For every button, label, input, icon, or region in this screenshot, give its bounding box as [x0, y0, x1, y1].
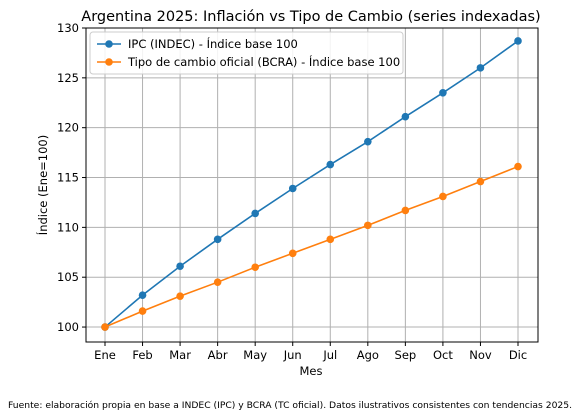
x-tick-label: Feb [132, 348, 152, 362]
x-tick-label: Ene [94, 348, 116, 362]
data-point [176, 262, 184, 271]
data-point [514, 162, 522, 171]
y-tick-label: 100 [57, 320, 79, 334]
x-tick-label: Ago [357, 348, 379, 362]
data-point [251, 263, 259, 272]
legend-entry: IPC (INDEC) - Índice base 100 [128, 36, 298, 51]
x-tick-label: May [243, 348, 267, 362]
x-tick-label: Sep [395, 348, 417, 362]
legend: IPC (INDEC) - Índice base 100 Tipo de cam… [89, 31, 404, 75]
legend-entry: Tipo de cambio oficial (BCRA) - Índice b… [127, 54, 400, 69]
data-point [401, 112, 410, 121]
series-layer [101, 37, 522, 331]
y-tick-label: 125 [57, 71, 79, 85]
series-line-0 [104, 40, 519, 328]
x-tick-label: Abr [208, 348, 228, 362]
x-axis-ticks: Ene Feb Mar Abr May Jun Jul Ago Sep Oct Nov Dic [94, 342, 527, 362]
data-point [401, 206, 410, 215]
y-axis-label: Índice (Ene=100) [35, 135, 50, 235]
y-tick-label: 120 [57, 121, 79, 135]
x-axis-label: Mes [300, 364, 323, 378]
data-point [138, 291, 147, 299]
data-point [138, 307, 147, 315]
data-point [476, 64, 485, 72]
x-tick-label: Nov [469, 348, 492, 362]
x-tick-label: Dic [509, 348, 527, 362]
data-point [476, 177, 485, 186]
grid-lines [86, 27, 538, 342]
data-point [251, 209, 259, 218]
x-tick-label: Jun [283, 348, 302, 362]
data-point [364, 137, 372, 146]
data-point [514, 37, 522, 45]
data-point [176, 292, 184, 300]
legend-swatch-marker [105, 58, 113, 66]
data-point [213, 235, 222, 244]
plot-frame [85, 27, 539, 343]
y-tick-label: 115 [57, 171, 79, 185]
data-point [101, 323, 109, 331]
legend-swatch-marker [105, 40, 113, 48]
y-axis-ticks: 100 105 110 115 120 125 130 [57, 21, 86, 334]
data-point [439, 192, 447, 201]
y-tick-label: 105 [57, 270, 79, 284]
series-line-1 [104, 165, 519, 328]
legend-box [89, 31, 404, 75]
data-point [326, 160, 335, 169]
data-point [288, 184, 297, 193]
footnote: Fuente: elaboración propia en base a IND… [8, 400, 572, 411]
data-point [364, 221, 372, 230]
data-point [288, 249, 297, 258]
y-tick-label: 130 [57, 21, 79, 35]
data-point [213, 278, 222, 286]
x-tick-label: Mar [169, 348, 191, 362]
data-point [439, 88, 447, 97]
y-tick-label: 110 [57, 220, 79, 234]
x-tick-label: Jul [322, 348, 337, 362]
chart-title: Argentina 2025: Inflación vs Tipo de Cam… [81, 9, 540, 25]
data-point [326, 235, 335, 244]
x-tick-label: Oct [433, 348, 453, 362]
